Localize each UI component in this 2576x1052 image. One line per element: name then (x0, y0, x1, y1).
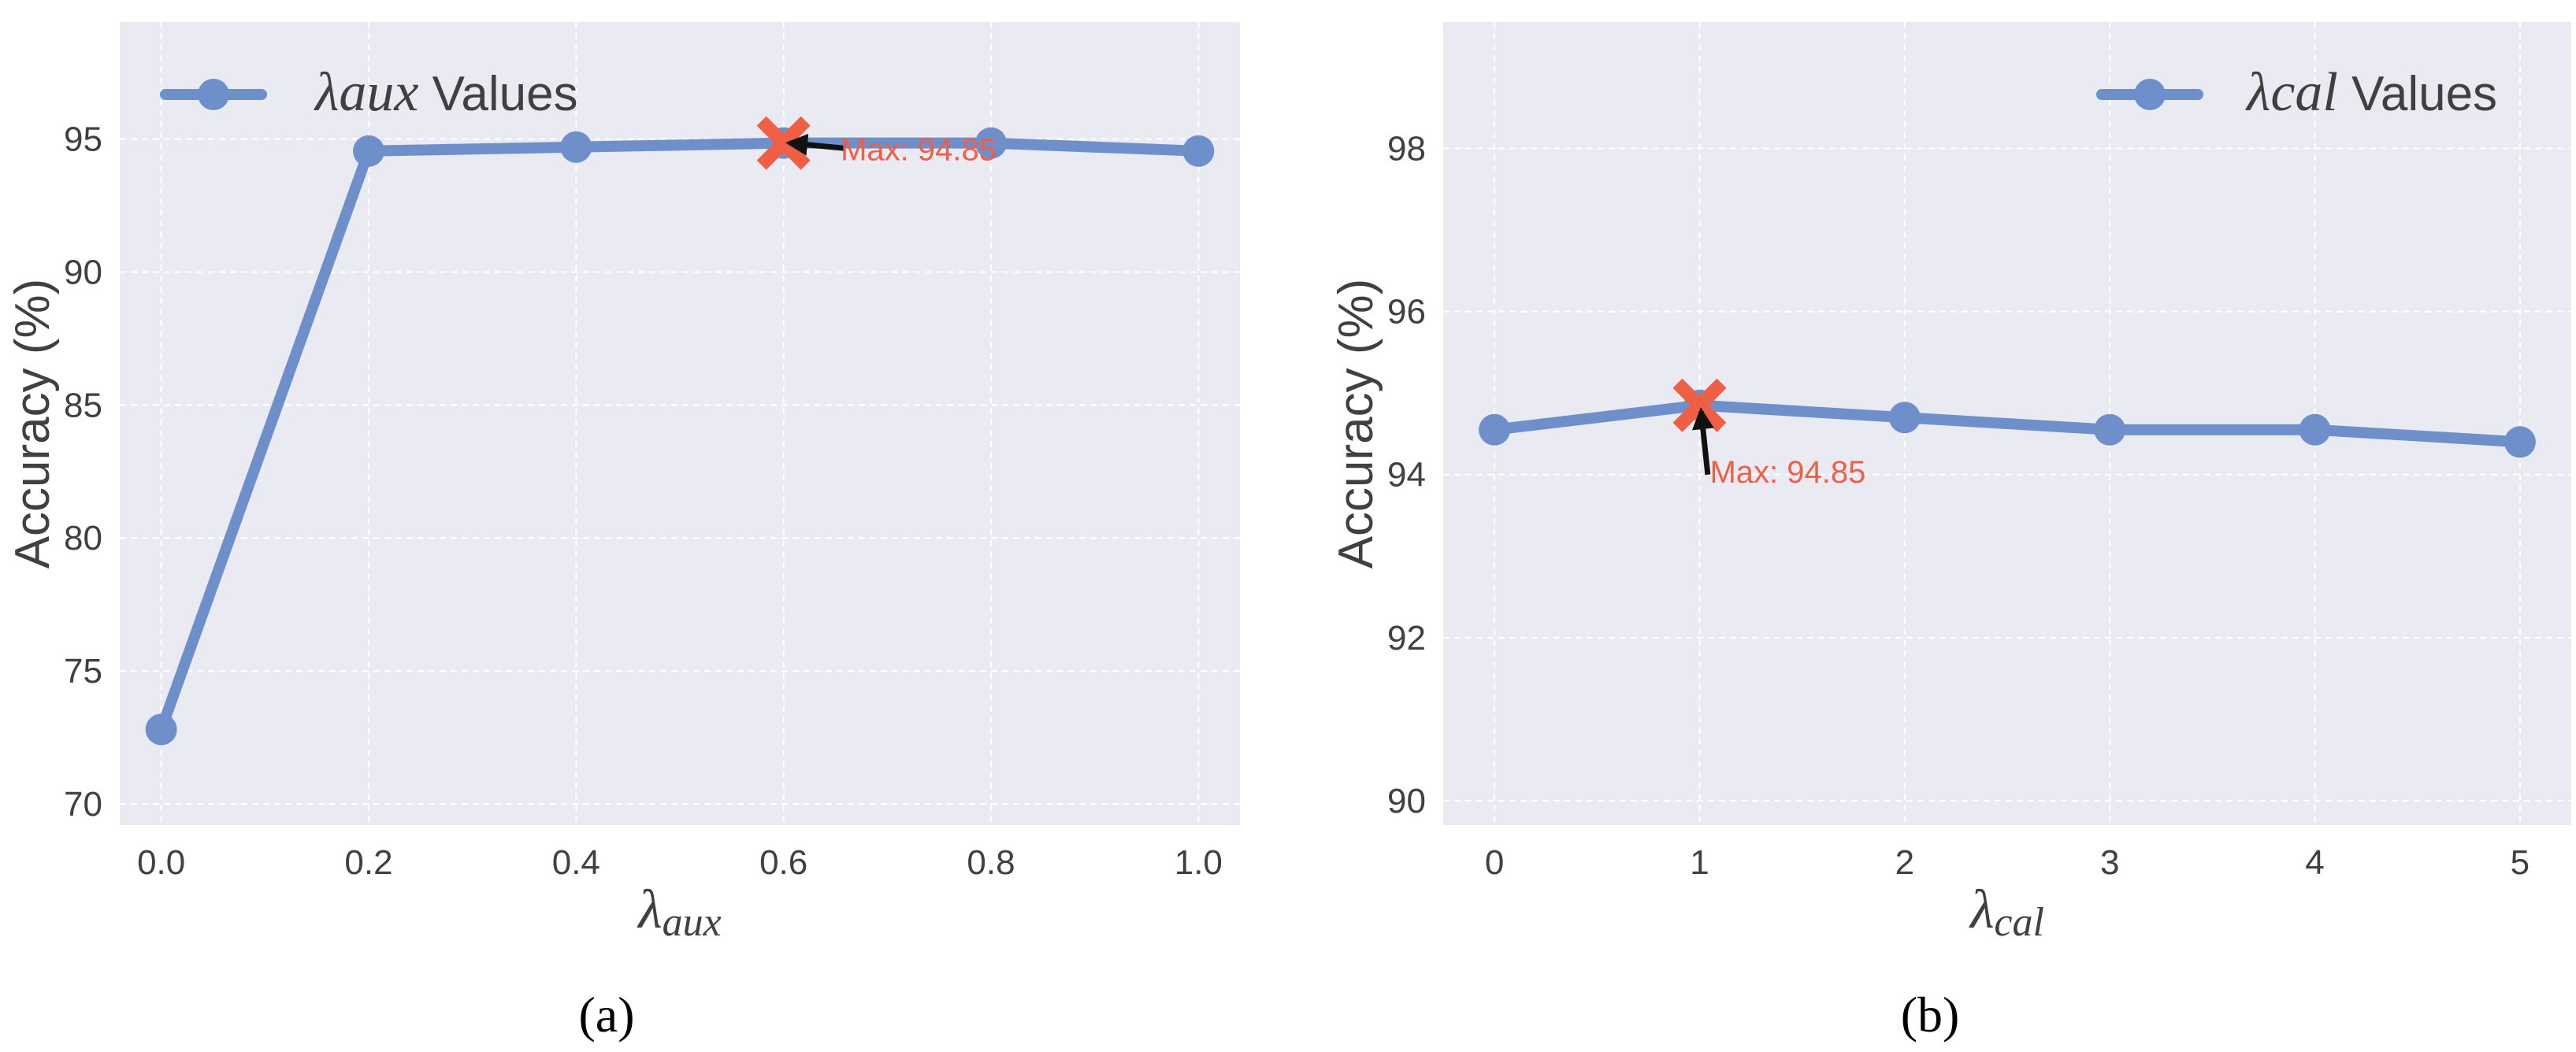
chart-a-y-tick-label: 85 (64, 386, 102, 424)
chart-b-x-axis-symbol: λ (1969, 880, 1994, 940)
chart-b-data-point (1888, 402, 1921, 434)
chart-a-x-tick-label: 1.0 (1175, 843, 1223, 882)
chart-b-data-point (2094, 413, 2126, 446)
chart-b-legend-marker (2134, 79, 2166, 110)
chart-b-series-line (1489, 399, 2526, 448)
chart-a-legend-suffix: Values (418, 67, 577, 121)
chart-a-x-tick-label: 0.2 (344, 843, 392, 882)
chart-b-max-arrow (1691, 407, 1714, 476)
chart-a-max-label: Max: 94.85 (841, 133, 997, 168)
chart-b-x-tick-label: 2 (1895, 843, 1914, 882)
chart-a-y-tick-label: 95 (64, 120, 102, 159)
chart-a-max-x-stroke (756, 116, 811, 170)
chart-b-y-tick-label: 98 (1387, 130, 1426, 169)
chart-b-x-tick-label: 0 (1485, 843, 1504, 882)
chart-a-data-point (145, 713, 177, 746)
chart-b-legend-subscript: cal (2270, 62, 2338, 123)
chart-b-caption: (b) (1901, 987, 1960, 1043)
chart-b-legend-suffix: Values (2338, 67, 2497, 121)
chart-a-data-point (560, 131, 592, 163)
chart-a-series-line (155, 137, 1204, 735)
chart-b-x-tick-label: 4 (2305, 843, 2324, 882)
chart-b-x-tick-label: 1 (1690, 843, 1709, 882)
chart-a-x-axis-symbol: λ (637, 880, 662, 940)
chart-b-y-axis-label: Accuracy (%) (1329, 279, 1383, 569)
chart-b-max-label: Max: 94.85 (1709, 455, 1865, 490)
chart-a-x-ticks: 0.0 0.2 0.4 0.6 0.8 1.0 (137, 843, 1223, 882)
chart-a-data-point (1182, 135, 1215, 167)
chart-a-x-tick-label: 0.8 (967, 843, 1015, 882)
chart-a-legend-symbol: λ (314, 62, 339, 123)
chart-b-data-point (2299, 413, 2331, 446)
chart-b-y-tick-label: 94 (1387, 456, 1426, 495)
chart-a-caption: (a) (578, 987, 634, 1043)
chart-a-y-tick-label: 70 (64, 785, 102, 824)
chart-b-max-x-stroke (1672, 378, 1727, 432)
chart-a-y-axis-label: Accuracy (%) (6, 279, 60, 569)
chart-a-legend-subscript: aux (339, 62, 418, 123)
chart-a-data-point (353, 135, 384, 167)
chart-b-y-tick-label: 96 (1387, 293, 1426, 332)
chart-a-legend: λaux Values (160, 62, 578, 123)
chart-b-data-point (1479, 413, 1511, 446)
chart-b-y-ticks: 90 92 94 96 98 (1387, 130, 1426, 820)
chart-a-data-point (975, 127, 1007, 159)
chart-a-x-tick-label: 0.6 (759, 843, 807, 882)
chart-a-legend-label: λaux Values (314, 62, 578, 123)
chart-a: 70 75 80 85 90 95 0.0 0.2 0.4 0.6 0.8 1.0 Max: 94.… (6, 22, 1240, 1043)
chart-b-x-axis-label: λcal (1969, 880, 2044, 945)
chart-b-y-tick-label: 92 (1387, 619, 1426, 658)
chart-b-x-ticks: 0 1 2 3 4 5 (1485, 843, 2530, 882)
chart-b-x-tick-label: 3 (2100, 843, 2119, 882)
chart-b-data-point (2504, 426, 2536, 458)
chart-b: 90 92 94 96 98 0 1 2 3 4 5 Max: 94.85 Accuracy (%… (1329, 22, 2571, 1043)
chart-b-legend-symbol: λ (2245, 62, 2270, 123)
chart-b-x-tick-label: 5 (2511, 843, 2530, 882)
chart-a-y-tick-label: 80 (64, 519, 102, 557)
chart-b-y-tick-label: 90 (1387, 782, 1426, 820)
chart-a-x-tick-label: 0.0 (137, 843, 185, 882)
chart-a-max-arrow (785, 133, 846, 156)
chart-b-legend-label: λcal Values (2245, 62, 2497, 123)
chart-a-x-axis-label: λaux (637, 880, 721, 945)
chart-a-y-tick-label: 90 (64, 253, 102, 291)
chart-a-y-tick-label: 75 (64, 652, 102, 691)
chart-b-legend: λcal Values (2096, 62, 2497, 123)
chart-b-x-axis-subscript: cal (1994, 900, 2044, 945)
chart-a-legend-marker (198, 79, 229, 110)
chart-a-x-axis-subscript: aux (663, 900, 722, 945)
chart-a-plot-area (120, 22, 1240, 825)
chart-a-x-tick-label: 0.4 (552, 843, 600, 882)
chart-a-y-ticks: 70 75 80 85 90 95 (64, 120, 102, 824)
